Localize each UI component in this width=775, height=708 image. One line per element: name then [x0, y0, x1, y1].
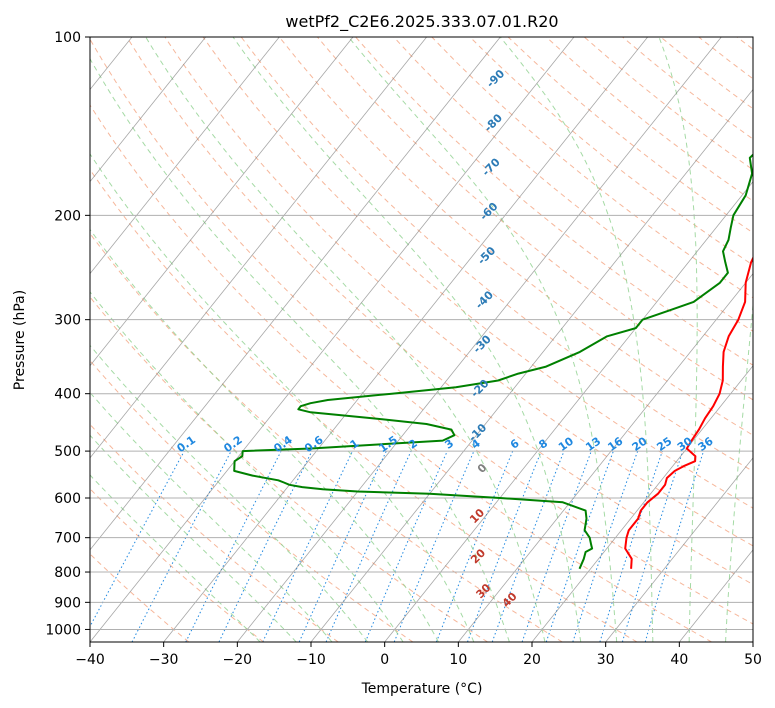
dry-adiabat-lines [90, 37, 753, 642]
isotherm-line [752, 641, 753, 642]
moist-adiabat-line [90, 153, 475, 642]
moist-adiabat-line [90, 391, 333, 642]
x-tick-label: 10 [449, 652, 467, 668]
moist-adiabat-line [499, 37, 654, 642]
isotherm-line [237, 37, 722, 642]
isotherm-line [605, 457, 753, 642]
moist-adiabat-line [90, 434, 297, 642]
mixing-ratio-line [90, 450, 185, 628]
moist-adiabat-line [90, 228, 439, 642]
plot-frame [89, 36, 754, 643]
dry-adiabat-line [164, 37, 753, 547]
mixing-ratio-line [185, 450, 282, 642]
dry-adiabat-line [317, 37, 753, 401]
y-tick-label: 600 [54, 491, 81, 507]
moist-adiabat-line [725, 300, 753, 642]
x-tick-label: 30 [597, 652, 615, 668]
moist-adiabat-line [145, 37, 546, 642]
sounding-series [233, 153, 753, 570]
y-tick-label: 100 [54, 30, 81, 46]
mixing-ratio-line [521, 450, 592, 642]
moist-adiabat-line [90, 57, 510, 642]
dewpoint-line [233, 153, 753, 570]
temperature-line [624, 255, 753, 569]
dry-adiabat-line [90, 553, 190, 642]
y-tick-label: 1000 [45, 622, 81, 638]
y-tick-label: 200 [54, 208, 81, 224]
x-tick-label: −30 [149, 652, 179, 668]
x-tick-label: −20 [223, 652, 253, 668]
x-tick-label: 40 [670, 652, 688, 668]
dry-adiabat-line [90, 168, 638, 642]
moist-adiabat-lines [90, 37, 753, 642]
isotherm-line [90, 37, 501, 551]
isotherm-lines [0, 37, 753, 642]
isotherm-line [90, 37, 206, 183]
x-tick-label: −10 [296, 652, 326, 668]
mixing-ratio-line [467, 450, 542, 642]
x-tick-label: 50 [744, 652, 762, 668]
y-axis-label: Pressure (hPa) [12, 290, 28, 390]
y-tick-label: 400 [54, 387, 81, 403]
x-axis-ticks: −40 −30 −20 −10 0 10 20 30 40 50 [75, 642, 762, 668]
dry-adiabat-line [393, 37, 753, 332]
plot-background [90, 37, 753, 642]
y-tick-label: 300 [54, 313, 81, 329]
isotherm-line [90, 37, 354, 367]
isotherm-line [310, 88, 753, 642]
isotherm-line [90, 37, 427, 459]
x-tick-label: 20 [523, 652, 541, 668]
isotherm-line [384, 180, 753, 642]
chart-title: wetPf2_C2E6.2025.333.07.01.R20 [285, 12, 558, 32]
y-tick-label: 800 [54, 565, 81, 581]
moist-adiabat-line [348, 37, 618, 642]
isotherm-line [163, 37, 648, 642]
y-tick-label: 500 [54, 444, 81, 460]
x-tick-label: −40 [75, 652, 105, 668]
isotherm-line [458, 273, 753, 642]
x-axis-label: Temperature (°C) [361, 681, 483, 697]
mixing-ratio-line [491, 450, 565, 642]
dry-adiabat-line [90, 232, 563, 642]
dry-adiabat-line [90, 488, 264, 642]
y-axis-ticks: 100 200 300 400 500 600 700 800 900 1000 [45, 30, 90, 638]
moist-adiabat-line [658, 37, 698, 642]
mixing-ratio-line [325, 450, 412, 642]
isotherm-line [531, 365, 753, 642]
mixing-ratio-line [435, 450, 514, 642]
dry-adiabat-line [90, 423, 339, 642]
mixing-ratio-line [599, 450, 663, 642]
y-tick-label: 700 [54, 531, 81, 547]
x-tick-label: 0 [380, 652, 389, 668]
mixing-ratio-line [621, 450, 684, 642]
isobar-lines [90, 37, 753, 630]
isotherm-line [0, 37, 58, 642]
isotherm-line [90, 37, 280, 275]
moist-adiabat-line [90, 344, 369, 642]
mixing-ratio-line [545, 450, 614, 642]
dry-adiabat-line [202, 37, 753, 509]
mixing-ratio-line [572, 450, 639, 642]
dry-adiabat-line [90, 296, 488, 642]
dry-adiabat-line [90, 104, 712, 642]
dry-adiabat-line [278, 37, 753, 436]
isotherm-line [90, 37, 575, 642]
dry-adiabat-line [90, 38, 753, 625]
y-tick-label: 900 [54, 595, 81, 611]
